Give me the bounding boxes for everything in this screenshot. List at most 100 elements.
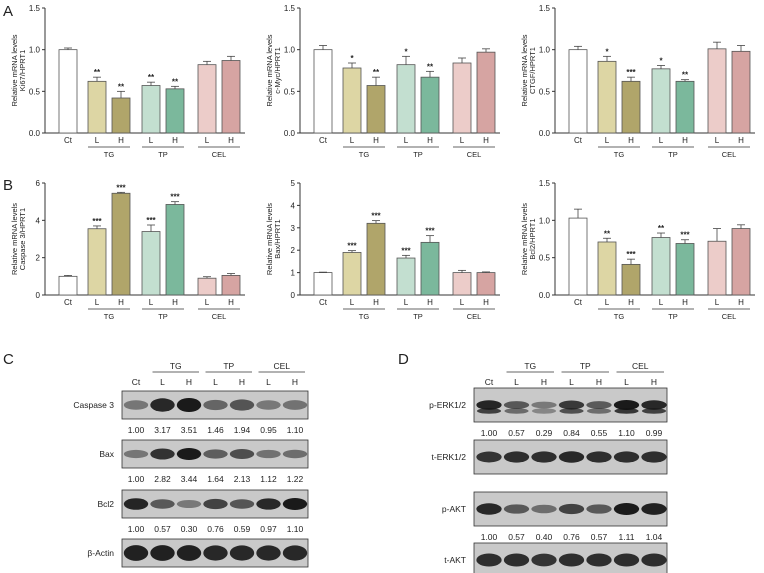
y-tick-label: 0 <box>291 291 296 300</box>
blot-band <box>476 408 502 414</box>
bar <box>597 241 617 296</box>
x-category-label: L <box>350 298 355 307</box>
y-tick-label: 2 <box>36 254 41 263</box>
x-category-label: L <box>404 136 409 145</box>
significance-label: ** <box>427 62 434 71</box>
quantification-value: 0.40 <box>536 532 553 542</box>
group-header: TP <box>580 361 591 371</box>
y-tick-label: 0.0 <box>29 129 41 138</box>
chart-5: 0 1 2 3 4 5 Relative mRNA levels Bax/HPRT1 Ct ***… <box>265 179 500 321</box>
x-category-label: Ct <box>574 136 583 145</box>
quantification-value: 1.11 <box>619 532 635 542</box>
group-header: TG <box>170 361 182 371</box>
blot-band <box>504 408 529 414</box>
blot-band <box>558 553 585 567</box>
bar <box>420 76 440 134</box>
blot-row-label: p-AKT <box>442 504 466 514</box>
x-category-label: L <box>95 298 100 307</box>
quantification-value: 2.13 <box>234 474 251 484</box>
blot-band <box>476 451 502 463</box>
x-category-label: H <box>172 298 178 307</box>
significance-label: *** <box>116 183 126 192</box>
blot-band <box>613 400 640 410</box>
x-category-label: L <box>205 298 210 307</box>
blot-band <box>150 398 175 412</box>
x-category-label: L <box>659 298 664 307</box>
x-category-label: L <box>95 136 100 145</box>
significance-label: *** <box>146 216 156 225</box>
chart-1: 0.0 0.5 1.0 1.5 Relative mRNA levels Ki67/HPR… <box>10 4 245 159</box>
blot-band <box>641 503 667 515</box>
x-category-label: L <box>149 136 154 145</box>
group-label: CEL <box>212 150 227 159</box>
lane-label: H <box>292 377 298 387</box>
lane-label: L <box>569 377 574 387</box>
bar <box>420 241 440 296</box>
blot-band <box>641 553 667 567</box>
quantification-value: 0.57 <box>591 532 608 542</box>
group-label: TP <box>158 312 168 321</box>
bar <box>197 64 217 134</box>
y-tick-label: 0 <box>36 291 41 300</box>
blot-row-label: Caspase 3 <box>73 400 114 410</box>
blot-band <box>256 449 281 459</box>
group-label: CEL <box>212 312 227 321</box>
blot-band <box>503 504 530 514</box>
group-label: TP <box>158 150 168 159</box>
significance-label: *** <box>347 242 357 251</box>
bar <box>366 222 386 296</box>
bar <box>141 231 161 296</box>
group-header: CEL <box>632 361 649 371</box>
blot-row-label: p-ERK1/2 <box>429 400 466 410</box>
blot-band <box>282 449 308 459</box>
quantification-value: 1.00 <box>128 524 145 534</box>
bar <box>221 274 241 296</box>
y-axis-label: Bax/HPRT1 <box>273 219 282 258</box>
lane-label: H <box>186 377 192 387</box>
bar <box>452 62 472 134</box>
blot-band <box>641 451 667 463</box>
blot-band <box>503 401 530 409</box>
y-tick-label: 6 <box>36 179 41 188</box>
bar <box>476 51 496 134</box>
blot-band <box>229 545 255 561</box>
blot-band <box>586 451 612 463</box>
bar <box>141 85 161 134</box>
y-tick-label: 4 <box>291 201 296 210</box>
blot-band <box>150 499 175 509</box>
bar <box>396 257 416 296</box>
lane-label: H <box>239 377 245 387</box>
quantification-value: 1.10 <box>287 524 304 534</box>
blot-band <box>203 545 228 561</box>
blot-band <box>503 451 530 463</box>
y-tick-label: 2 <box>291 246 296 255</box>
quantification-value: 1.00 <box>481 532 498 542</box>
group-label: TG <box>104 150 115 159</box>
blot-band <box>531 451 557 463</box>
bar <box>568 217 588 296</box>
significance-label: *** <box>680 231 690 240</box>
significance-label: * <box>659 57 663 66</box>
y-axis-label: Relative mRNA levels <box>10 34 19 106</box>
blot-band <box>203 399 228 411</box>
quantification-value: 3.51 <box>181 425 198 435</box>
bar <box>675 243 695 296</box>
y-tick-label: 0.5 <box>539 254 551 263</box>
panel-label-a: A <box>3 3 13 20</box>
group-label: TP <box>413 312 423 321</box>
quantification-value: 3.44 <box>181 474 198 484</box>
significance-label: ** <box>373 68 380 77</box>
bar <box>366 85 386 134</box>
x-category-label: H <box>483 136 489 145</box>
bar <box>58 49 78 134</box>
bar <box>221 60 241 134</box>
y-axis-label: Ki67/HPRT1 <box>18 50 27 92</box>
bar <box>111 97 131 134</box>
quantification-value: 1.10 <box>287 425 304 435</box>
blot-band <box>203 498 228 510</box>
blot-band <box>531 401 557 409</box>
significance-label: ** <box>148 73 155 82</box>
bar <box>165 88 185 134</box>
chart-3: 0.0 0.5 1.0 1.5 Relative mRNA levels CTGF/HPR… <box>520 4 755 159</box>
